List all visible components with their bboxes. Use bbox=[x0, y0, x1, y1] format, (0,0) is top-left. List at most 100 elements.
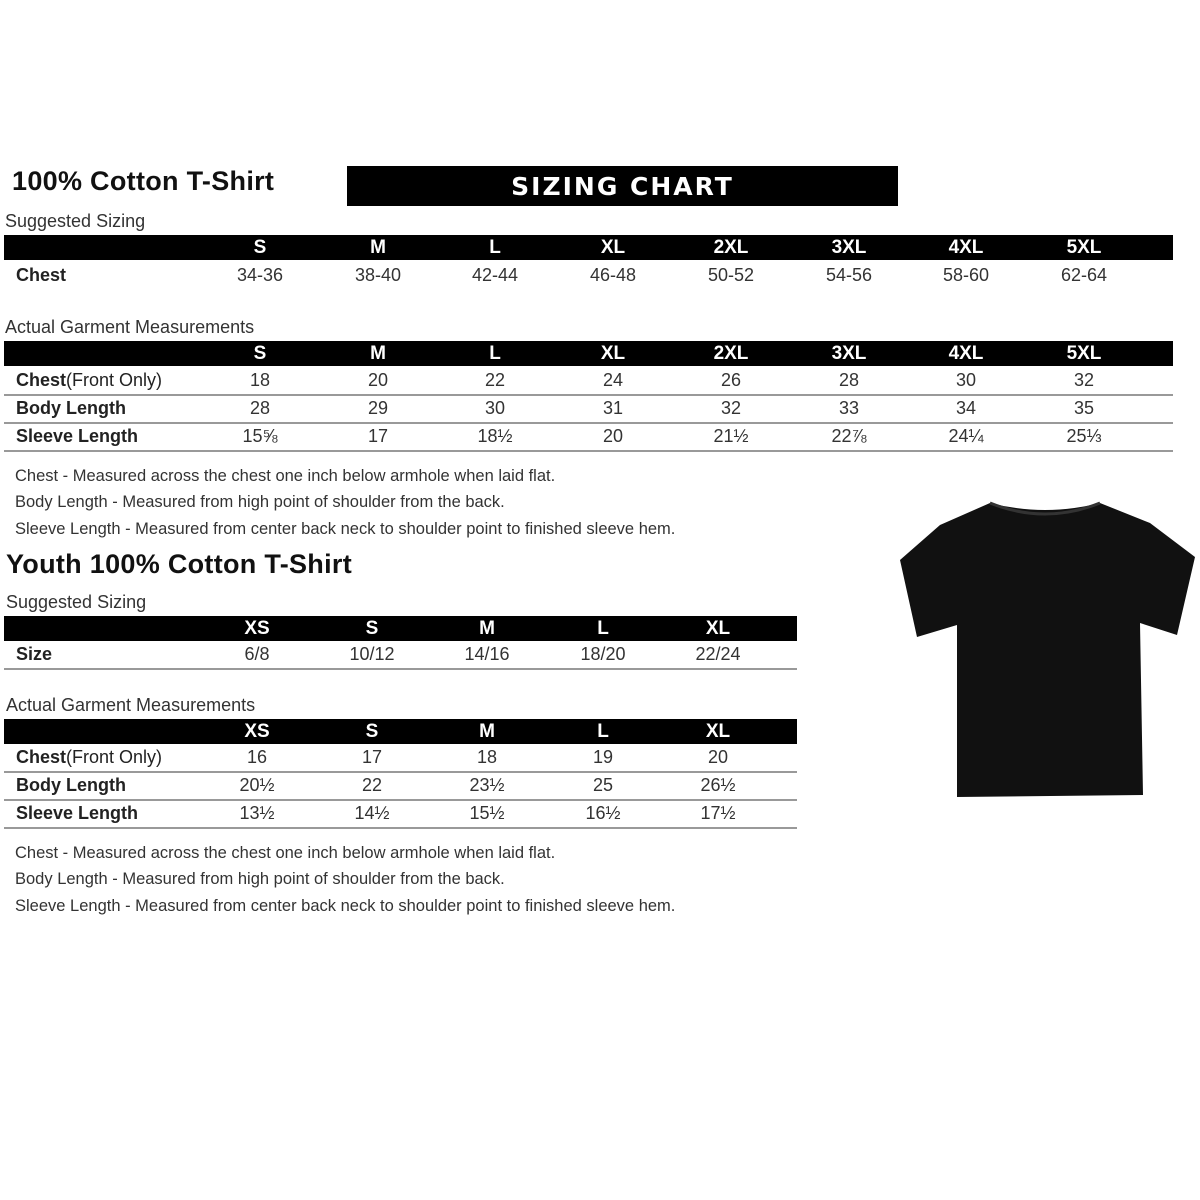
row-label: Body Length bbox=[16, 771, 126, 799]
table-cell: 58-60 bbox=[942, 264, 990, 285]
row-label: Chest (Front Only) bbox=[16, 366, 162, 394]
size-header-cell: 2XL bbox=[713, 342, 749, 364]
table-cell: 10/12 bbox=[349, 643, 395, 664]
size-header-cell: M bbox=[479, 720, 495, 742]
table-cell: 21½ bbox=[713, 425, 749, 446]
size-header-cell: XL bbox=[600, 236, 626, 258]
table-cell: 22/24 bbox=[695, 643, 741, 664]
note-line: Sleeve Length - Measured from center bac… bbox=[15, 897, 676, 915]
table-cell: 18½ bbox=[477, 425, 513, 446]
table-cell: 13½ bbox=[239, 802, 275, 823]
size-header-row: XS S M L XL bbox=[4, 616, 797, 641]
row-label-text: Sleeve Length bbox=[16, 425, 139, 446]
youth-suggested-label: Suggested Sizing bbox=[6, 592, 147, 612]
row-label-suffix: (Front Only) bbox=[66, 369, 163, 390]
table-row: Size 6/8 10/12 14/16 18/20 22/24 bbox=[4, 640, 797, 670]
table-cell: 31 bbox=[602, 397, 624, 418]
note-line: Chest - Measured across the chest one in… bbox=[15, 467, 556, 485]
row-label-text: Chest bbox=[16, 746, 67, 767]
size-header-cell: 3XL bbox=[831, 342, 867, 364]
table-cell: 29 bbox=[367, 397, 389, 418]
table-cell: 26 bbox=[720, 369, 742, 390]
size-header-cell: L bbox=[597, 617, 609, 639]
table-cell: 33 bbox=[838, 397, 860, 418]
row-label: Chest bbox=[16, 261, 66, 289]
table-cell: 25⅓ bbox=[1066, 425, 1102, 446]
table-cell: 18 bbox=[476, 746, 498, 767]
table-row: Body Length 28 29 30 31 32 33 34 35 bbox=[4, 394, 1173, 424]
note-line: Chest - Measured across the chest one in… bbox=[15, 844, 556, 862]
size-header-cell: L bbox=[489, 236, 501, 258]
table-cell: 22 bbox=[361, 774, 383, 795]
size-header-cell: S bbox=[365, 720, 379, 742]
table-cell: 17 bbox=[361, 746, 383, 767]
row-label-text: Sleeve Length bbox=[16, 802, 139, 823]
table-cell: 15⅝ bbox=[242, 425, 278, 446]
table-row: Body Length 20½ 22 23½ 25 26½ bbox=[4, 771, 797, 801]
youth-actual-label: Actual Garment Measurements bbox=[6, 695, 256, 715]
table-cell: 28 bbox=[838, 369, 860, 390]
table-cell: 32 bbox=[1073, 369, 1095, 390]
size-header-cell: 4XL bbox=[948, 342, 984, 364]
table-row: Sleeve Length 13½ 14½ 15½ 16½ 17½ bbox=[4, 799, 797, 829]
size-header-cell: XS bbox=[244, 617, 270, 639]
table-cell: 50-52 bbox=[707, 264, 755, 285]
size-header-cell: M bbox=[370, 236, 386, 258]
table-cell: 16 bbox=[246, 746, 268, 767]
table-cell: 20 bbox=[602, 425, 624, 446]
table-row: Chest (Front Only) 16 17 18 19 20 bbox=[4, 743, 797, 773]
note-line: Body Length - Measured from high point o… bbox=[15, 493, 505, 511]
size-header-row: S M L XL 2XL 3XL 4XL 5XL bbox=[4, 235, 1173, 260]
table-cell: 20 bbox=[707, 746, 729, 767]
size-header-cell: 3XL bbox=[831, 236, 867, 258]
table-cell: 24¼ bbox=[948, 425, 984, 446]
size-header-cell: 5XL bbox=[1066, 342, 1102, 364]
youth-title: Youth 100% Cotton T-Shirt bbox=[6, 549, 352, 579]
size-header-cell: 2XL bbox=[713, 236, 749, 258]
table-cell: 18/20 bbox=[580, 643, 626, 664]
table-row: Sleeve Length 15⅝ 17 18½ 20 21½ 22⅞ 24¼ 25⅓ bbox=[4, 422, 1173, 452]
size-header-cell: XL bbox=[705, 720, 731, 742]
row-label: Sleeve Length bbox=[16, 799, 138, 827]
table-cell: 22⅞ bbox=[831, 425, 867, 446]
size-header-cell: S bbox=[253, 236, 267, 258]
size-header-row: XS S M L XL bbox=[4, 719, 797, 744]
size-header-cell: XL bbox=[705, 617, 731, 639]
table-row: Chest 34-36 38-40 42-44 46-48 50-52 54-56 58-60… bbox=[4, 261, 1173, 289]
table-cell: 19 bbox=[592, 746, 614, 767]
row-label-text: Chest bbox=[16, 264, 67, 285]
table-cell: 46-48 bbox=[589, 264, 637, 285]
table-cell: 62-64 bbox=[1060, 264, 1108, 285]
table-row: Chest (Front Only) 18 20 22 24 26 28 30 32 bbox=[4, 366, 1173, 396]
table-cell: 14/16 bbox=[464, 643, 510, 664]
note-line: Sleeve Length - Measured from center bac… bbox=[15, 520, 676, 538]
table-cell: 25 bbox=[592, 774, 614, 795]
row-label-suffix: (Front Only) bbox=[66, 746, 163, 767]
table-cell: 34 bbox=[955, 397, 977, 418]
table-cell: 17½ bbox=[700, 802, 736, 823]
table-cell: 28 bbox=[249, 397, 271, 418]
row-label-text: Chest bbox=[16, 369, 67, 390]
row-label-text: Size bbox=[16, 643, 53, 664]
row-label-text: Body Length bbox=[16, 774, 126, 795]
size-header-cell: M bbox=[479, 617, 495, 639]
table-cell: 30 bbox=[955, 369, 977, 390]
table-cell: 30 bbox=[484, 397, 506, 418]
table-cell: 24 bbox=[602, 369, 624, 390]
table-cell: 6/8 bbox=[244, 643, 270, 664]
adult-title: 100% Cotton T-Shirt bbox=[12, 166, 275, 196]
size-header-row: S M L XL 2XL 3XL 4XL 5XL bbox=[4, 341, 1173, 366]
size-header-cell: M bbox=[370, 342, 386, 364]
table-cell: 32 bbox=[720, 397, 742, 418]
size-header-cell: 4XL bbox=[948, 236, 984, 258]
table-cell: 17 bbox=[367, 425, 389, 446]
table-cell: 14½ bbox=[354, 802, 390, 823]
row-label: Chest (Front Only) bbox=[16, 743, 162, 771]
size-header-cell: L bbox=[489, 342, 501, 364]
size-header-cell: S bbox=[253, 342, 267, 364]
table-cell: 18 bbox=[249, 369, 271, 390]
sizing-chart-banner: SIZING CHART bbox=[347, 166, 898, 206]
size-header-cell: XL bbox=[600, 342, 626, 364]
row-label: Size bbox=[16, 640, 52, 668]
table-cell: 38-40 bbox=[354, 264, 402, 285]
